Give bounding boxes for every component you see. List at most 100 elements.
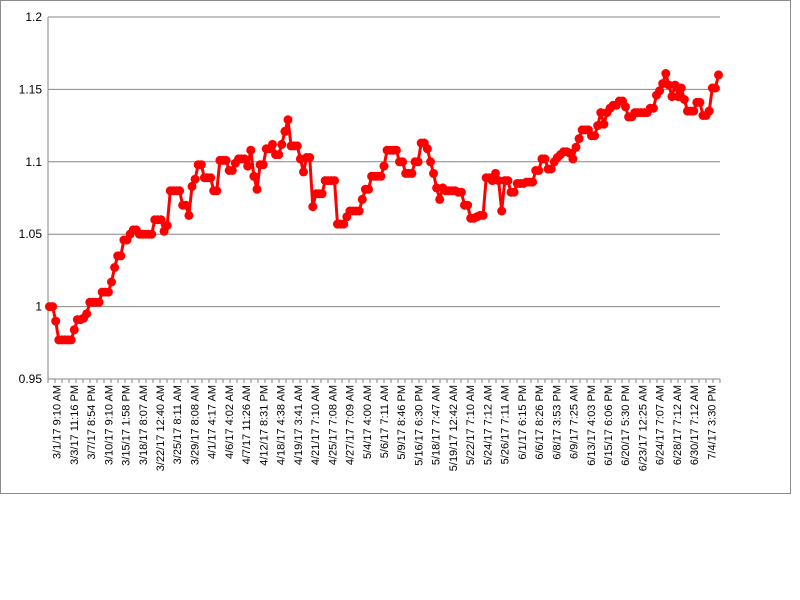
data-point bbox=[528, 177, 538, 187]
x-tick-label: 6/30/17 7:12 AM bbox=[689, 385, 701, 465]
x-tick-label: 5/6/17 7:11 AM bbox=[379, 385, 391, 458]
data-point bbox=[503, 176, 513, 186]
data-point bbox=[574, 134, 584, 144]
x-tick-label: 5/26/17 7:11 AM bbox=[500, 385, 512, 464]
x-tick-label: 3/18/17 8:07 AM bbox=[138, 385, 150, 465]
x-tick-label: 4/1/17 4:17 AM bbox=[207, 385, 219, 459]
data-point bbox=[175, 186, 185, 196]
data-point bbox=[376, 171, 386, 181]
data-point bbox=[317, 189, 327, 199]
data-point bbox=[426, 157, 435, 167]
x-tick-label: 6/9/17 7:25 AM bbox=[569, 385, 581, 459]
data-point bbox=[156, 215, 166, 225]
data-point bbox=[308, 202, 318, 212]
data-point bbox=[655, 86, 665, 96]
data-point bbox=[339, 219, 349, 229]
x-tick-label: 5/4/17 4:00 AM bbox=[362, 385, 374, 459]
data-point bbox=[429, 168, 438, 178]
x-tick-label: 3/25/17 8:11 AM bbox=[172, 385, 184, 464]
data-point bbox=[357, 194, 367, 204]
data-point bbox=[69, 325, 79, 335]
x-tick-label: 4/27/17 7:09 AM bbox=[345, 385, 357, 465]
data-point bbox=[494, 176, 504, 186]
y-tick-label: 1.1 bbox=[25, 155, 42, 169]
data-point bbox=[162, 221, 172, 230]
x-tick-label: 6/13/17 4:03 PM bbox=[586, 385, 598, 466]
data-point bbox=[599, 119, 609, 129]
data-point bbox=[206, 173, 216, 183]
data-point bbox=[190, 174, 200, 184]
y-tick-label: 1.05 bbox=[19, 227, 43, 241]
data-point bbox=[280, 126, 290, 136]
data-point bbox=[212, 186, 222, 196]
data-point bbox=[648, 103, 658, 113]
x-tick-label: 4/21/17 7:10 AM bbox=[310, 385, 322, 465]
data-point bbox=[249, 171, 259, 181]
data-point bbox=[110, 263, 120, 272]
x-tick-label: 5/24/17 7:12 AM bbox=[482, 385, 494, 465]
x-tick-label: 7/4/17 3:30 PM bbox=[706, 385, 718, 460]
data-point bbox=[407, 168, 417, 178]
data-point bbox=[292, 141, 302, 151]
x-tick-label: 5/9/17 8:46 PM bbox=[396, 385, 408, 460]
x-tick-label: 4/18/17 4:38 AM bbox=[276, 385, 288, 465]
data-point bbox=[596, 108, 606, 118]
data-point bbox=[422, 144, 432, 154]
data-point bbox=[568, 154, 578, 164]
data-point bbox=[391, 145, 401, 155]
data-point bbox=[181, 200, 191, 210]
x-tick-label: 6/1/17 6:15 PM bbox=[517, 385, 529, 460]
x-tick-label: 6/23/17 12:25 AM bbox=[637, 385, 649, 471]
x-tick-label: 3/10/17 9:10 AM bbox=[103, 385, 115, 465]
data-point bbox=[48, 302, 58, 312]
x-tick-label: 4/7/17 11:26 AM bbox=[241, 385, 253, 464]
data-point bbox=[305, 153, 315, 162]
data-point bbox=[103, 287, 113, 297]
x-tick-label: 4/25/17 7:08 AM bbox=[327, 385, 339, 465]
data-point bbox=[704, 106, 714, 116]
data-point bbox=[184, 210, 194, 220]
x-tick-label: 6/20/17 5:30 PM bbox=[620, 385, 632, 466]
x-tick-label: 5/16/17 6:30 PM bbox=[413, 385, 425, 466]
x-tick-label: 4/19/17 3:41 AM bbox=[293, 385, 305, 465]
data-point bbox=[82, 309, 92, 319]
data-point bbox=[221, 155, 231, 165]
data-point bbox=[571, 142, 581, 152]
data-point bbox=[116, 251, 126, 261]
data-point bbox=[283, 115, 293, 125]
data-point bbox=[354, 206, 364, 216]
x-tick-label: 3/22/17 12:40 AM bbox=[155, 385, 167, 471]
data-point bbox=[364, 184, 373, 194]
x-tick-label: 6/6/17 8:26 PM bbox=[534, 385, 546, 460]
data-point bbox=[413, 157, 423, 167]
data-point bbox=[243, 161, 253, 171]
data-point bbox=[667, 92, 677, 102]
data-point bbox=[590, 131, 600, 141]
x-tick-label: 3/29/17 8:08 AM bbox=[189, 385, 201, 465]
y-tick-label: 0.95 bbox=[19, 372, 43, 386]
data-point bbox=[435, 194, 445, 204]
x-tick-label: 5/18/17 7:47 AM bbox=[431, 385, 443, 465]
data-point bbox=[330, 176, 339, 186]
x-tick-label: 6/28/17 7:12 AM bbox=[672, 385, 684, 465]
data-point bbox=[509, 187, 519, 197]
x-tick-label: 5/22/17 7:10 AM bbox=[465, 385, 477, 465]
data-point bbox=[277, 139, 287, 149]
data-point bbox=[714, 70, 723, 80]
data-point bbox=[94, 297, 104, 307]
data-point bbox=[534, 166, 544, 175]
data-point bbox=[147, 229, 157, 239]
x-tick-label: 6/8/17 3:53 PM bbox=[551, 385, 563, 460]
x-tick-label: 6/24/17 7:07 AM bbox=[655, 385, 667, 465]
data-point bbox=[258, 160, 268, 170]
data-point bbox=[107, 277, 116, 287]
data-point bbox=[695, 97, 705, 107]
data-point bbox=[240, 154, 250, 164]
data-point bbox=[246, 145, 256, 155]
data-point bbox=[661, 69, 671, 78]
data-point bbox=[689, 106, 699, 116]
data-point bbox=[456, 187, 466, 197]
data-point bbox=[621, 102, 630, 112]
y-tick-label: 1.15 bbox=[19, 82, 43, 96]
x-tick-label: 4/12/17 8:31 PM bbox=[258, 385, 270, 466]
